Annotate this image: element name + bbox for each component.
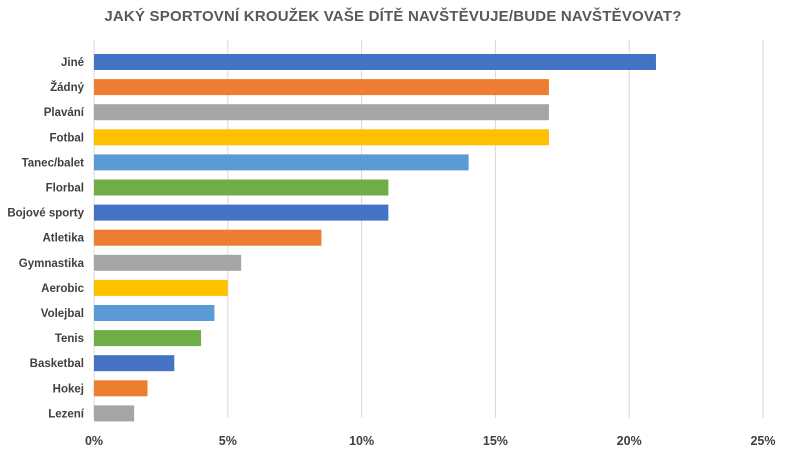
- bar: [94, 204, 389, 221]
- x-tick-label: 15%: [483, 434, 508, 448]
- category-label: Florbal: [46, 183, 84, 195]
- bar: [94, 154, 469, 171]
- category-label: Aerobic: [41, 283, 84, 295]
- bar: [94, 305, 215, 321]
- bar: [94, 355, 175, 372]
- x-tick-label: 0%: [85, 434, 103, 448]
- bar: [94, 54, 656, 70]
- category-label: Lezení: [48, 408, 85, 420]
- bar: [94, 79, 549, 96]
- chart-title: JAKÝ SPORTOVNÍ KROUŽEK VAŠE DÍTĚ NAVŠTĚV…: [104, 8, 682, 25]
- category-label: Žádný: [50, 81, 84, 94]
- bars: [94, 54, 656, 422]
- x-tick-labels: 0% 5% 10% 15% 20% 25%: [85, 434, 776, 448]
- bar: [94, 104, 549, 121]
- x-tick-label: 20%: [617, 434, 642, 448]
- bar: [94, 129, 549, 146]
- x-tick-label: 5%: [219, 434, 237, 448]
- x-tick-label: 10%: [349, 434, 374, 448]
- bar: [94, 405, 135, 422]
- bar: [94, 380, 148, 397]
- category-label: Jiné: [61, 57, 84, 69]
- bar: [94, 330, 202, 347]
- bar: [94, 229, 322, 246]
- category-label: Gymnastika: [19, 258, 85, 270]
- bar: [94, 179, 389, 196]
- category-label: Volejbal: [41, 308, 84, 320]
- category-label: Bojové sporty: [7, 208, 84, 220]
- category-labels: Jiné Žádný Plavání Fotbal Tanec/balet Florbal…: [7, 57, 84, 420]
- gridlines: [93, 40, 764, 418]
- bar: [94, 279, 228, 296]
- category-label: Plavání: [44, 107, 85, 119]
- category-label: Tenis: [55, 333, 84, 345]
- bar: [94, 254, 242, 271]
- category-label: Atletika: [42, 233, 84, 245]
- category-label: Hokej: [53, 383, 84, 395]
- category-label: Basketbal: [30, 358, 84, 370]
- x-tick-label: 25%: [750, 434, 775, 448]
- category-label: Fotbal: [50, 132, 85, 144]
- category-label: Tanec/balet: [22, 157, 85, 169]
